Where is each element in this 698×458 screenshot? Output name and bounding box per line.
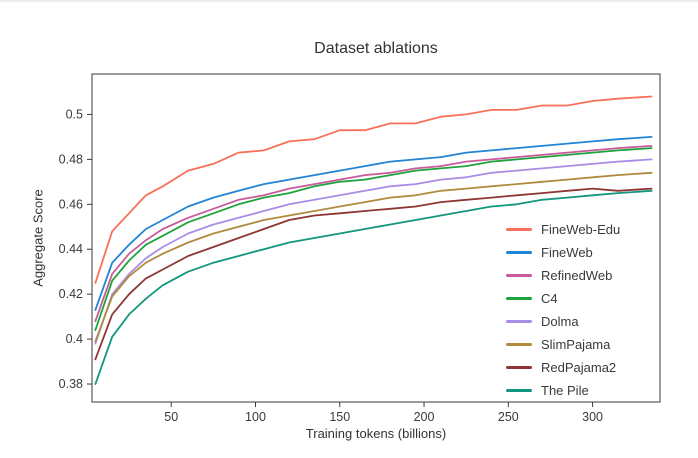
x-tick-label: 300 [582,410,603,424]
x-tick-label: 150 [329,410,350,424]
series-line-c4 [94,147,653,332]
y-tick-label: 0.44 [59,242,83,256]
legend-item-the-pile[interactable]: The Pile [506,379,620,402]
legend-item-fineweb-edu[interactable]: FineWeb-Edu [506,218,620,241]
y-tick-label: 0.46 [59,197,83,211]
legend-label-refinedweb: RefinedWeb [541,268,613,283]
legend-label-c4: C4 [541,291,558,306]
legend-label-fineweb-edu: FineWeb-Edu [541,222,621,237]
legend-swatch-dolma [506,320,532,323]
x-tick-label: 200 [414,410,435,424]
legend-label-the-pile: The Pile [541,383,589,398]
x-axis-label: Training tokens (billions) [305,426,447,441]
legend-item-dolma[interactable]: Dolma [506,310,620,333]
x-tick-label: 250 [498,410,519,424]
series-line-slimpajama [94,171,653,343]
x-tick-label: 100 [245,410,266,424]
legend-item-refinedweb[interactable]: RefinedWeb [506,264,620,287]
legend-label-fineweb: FineWeb [541,245,593,260]
y-tick-label: 0.48 [59,152,83,166]
y-tick-label: 0.5 [66,107,83,121]
legend-item-fineweb[interactable]: FineWeb [506,241,620,264]
legend-label-dolma: Dolma [541,314,579,329]
legend-label-redpajama2: RedPajama2 [541,360,617,375]
legend-swatch-fineweb-edu [506,228,532,231]
legend-item-redpajama2[interactable]: RedPajama2 [506,356,620,379]
series-line-redpajama2 [94,187,653,361]
chart-title: Dataset ablations [314,40,438,57]
legend-swatch-slimpajama [506,343,532,346]
series-line-fineweb-edu [94,95,653,284]
x-tick-label: 50 [164,410,178,424]
legend: FineWeb-Edu FineWeb RefinedWeb C4 Dolma SlimP… [506,218,620,402]
legend-item-slimpajama[interactable]: SlimPajama [506,333,620,356]
y-tick-label: 0.42 [59,287,83,301]
legend-label-slimpajama: SlimPajama [541,337,611,352]
y-tick-label: 0.4 [66,332,83,346]
series-line-refinedweb [94,144,653,323]
legend-item-c4[interactable]: C4 [506,287,620,310]
series-line-dolma [94,158,653,345]
legend-swatch-c4 [506,297,532,300]
legend-swatch-refinedweb [506,274,532,277]
y-tick-label: 0.38 [59,377,83,391]
legend-swatch-fineweb [506,251,532,254]
legend-swatch-the-pile [506,389,532,392]
plot-frame [91,73,661,403]
series-line-the-pile [94,189,653,385]
legend-swatch-redpajama2 [506,366,532,369]
series-line-fineweb [94,135,653,311]
